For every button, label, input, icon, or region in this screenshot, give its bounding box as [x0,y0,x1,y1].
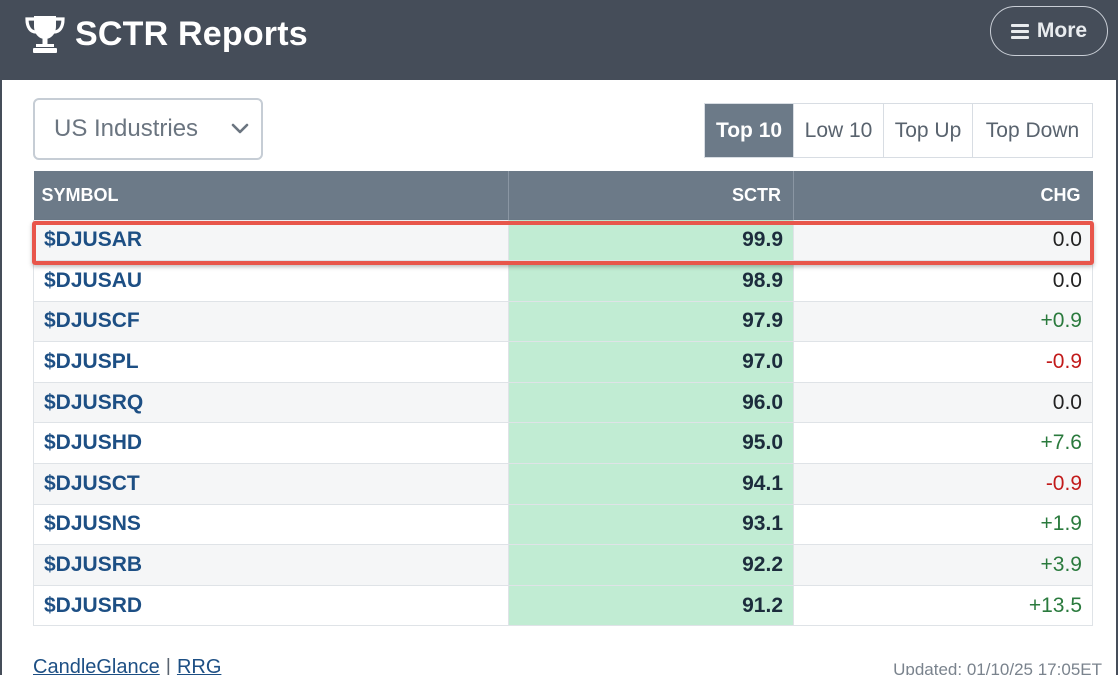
table-row[interactable]: $DJUSRB 92.2 +3.9 [33,544,1093,586]
footer-links: CandleGlance | RRG [33,656,221,675]
symbol-cell[interactable]: $DJUSNS [33,504,509,546]
more-button-label: More [1036,19,1088,42]
app-title: SCTR Reports [75,15,308,53]
rrg-link[interactable]: RRG [176,656,222,675]
sctr-cell: 96.0 [508,382,794,424]
table-row[interactable]: $DJUSHD 95.0 +7.6 [33,422,1093,465]
symbol-cell[interactable]: $DJUSPL [33,341,509,383]
chg-cell: 0.0 [793,382,1093,424]
symbol-cell[interactable]: $DJUSRB [33,544,509,586]
table-row[interactable]: $DJUSPL 97.0 -0.9 [33,341,1093,383]
symbol-cell[interactable]: $DJUSAR [33,220,509,262]
sctr-cell: 97.9 [508,301,794,343]
updated-timestamp: Updated: 01/10/25 17:05ET [893,660,1102,675]
trophy-icon [25,16,65,53]
column-header-chg[interactable]: CHG [793,171,1093,220]
chg-cell: +3.9 [793,544,1093,586]
footer-separator: | [165,656,171,675]
sctr-cell: 93.1 [508,504,794,546]
symbol-cell[interactable]: $DJUSAU [33,260,509,302]
table-row[interactable]: $DJUSCT 94.1 -0.9 [33,463,1093,505]
tab-top-up[interactable]: Top Up [883,104,972,157]
chg-cell: 0.0 [793,260,1093,302]
sctr-cell: 97.0 [508,341,794,383]
table-row[interactable]: $DJUSAU 98.9 0.0 [33,260,1093,302]
symbol-cell[interactable]: $DJUSRD [33,585,509,627]
group-select-value: US Industries [54,115,199,142]
chg-cell: +7.6 [793,422,1093,465]
app-header: SCTR Reports More [2,0,1116,80]
table-row[interactable]: $DJUSRD 91.2 +13.5 [33,585,1093,627]
sctr-cell: 95.0 [508,422,794,465]
tab-top-10[interactable]: Top 10 [705,104,793,157]
sctr-cell: 92.2 [508,544,794,586]
table-row[interactable]: $DJUSAR 99.9 0.0 [33,220,1093,262]
chg-cell: +1.9 [793,504,1093,546]
candleglance-link[interactable]: CandleGlance [33,656,160,675]
symbol-cell[interactable]: $DJUSCT [33,463,509,505]
tab-low-10[interactable]: Low 10 [793,104,883,157]
table-row[interactable]: $DJUSNS 93.1 +1.9 [33,504,1093,546]
column-header-sctr[interactable]: SCTR [508,171,794,220]
sctr-cell: 99.9 [508,220,794,262]
chevron-down-icon [231,123,249,134]
chg-cell: 0.0 [793,220,1093,262]
column-header-symbol[interactable]: SYMBOL [33,171,509,220]
table-row[interactable]: $DJUSRQ 96.0 0.0 [33,382,1093,424]
sctr-cell: 94.1 [508,463,794,505]
sctr-table: SYMBOL SCTR CHG $DJUSAR 99.9 0.0 $DJUSAU 98.… [33,171,1093,627]
symbol-cell[interactable]: $DJUSHD [33,422,509,465]
report-tabs: Top 10 Low 10 Top Up Top Down [704,103,1093,158]
table-row[interactable]: $DJUSCF 97.9 +0.9 [33,301,1093,343]
chg-cell: -0.9 [793,463,1093,505]
more-menu-button[interactable]: More [990,6,1108,56]
group-select-dropdown[interactable]: US Industries [33,98,263,160]
symbol-cell[interactable]: $DJUSCF [33,301,509,343]
sctr-cell: 91.2 [508,585,794,627]
tab-top-down[interactable]: Top Down [972,104,1092,157]
hamburger-icon [1010,24,1029,39]
sctr-cell: 98.9 [508,260,794,302]
symbol-cell[interactable]: $DJUSRQ [33,382,509,424]
chg-cell: +13.5 [793,585,1093,627]
table-header-row: SYMBOL SCTR CHG [33,171,1093,220]
chg-cell: +0.9 [793,301,1093,343]
chg-cell: -0.9 [793,341,1093,383]
